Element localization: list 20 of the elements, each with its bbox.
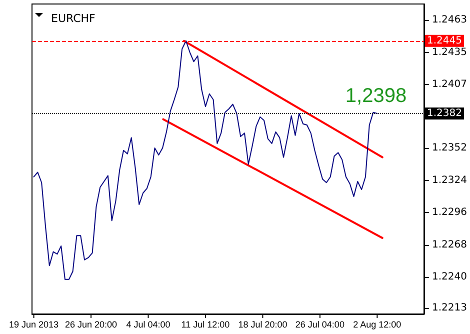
ref-line-label: 1.2382 <box>427 108 462 119</box>
x-tick-label: 19 Jun 2013 <box>9 320 59 330</box>
x-tick-label: 11 Jul 12:00 <box>181 320 230 330</box>
x-tick-label: 26 Jun 20:00 <box>64 320 118 330</box>
y-tick-label: 1.2296 <box>432 207 467 218</box>
y-tick-label: 1.2324 <box>432 174 467 186</box>
y-tick-label: 1.2407 <box>432 79 467 90</box>
ref-line-label: 1.2445 <box>427 35 462 46</box>
y-tick-label: 1.2213 <box>432 302 467 314</box>
y-tick-label: 1.2352 <box>432 142 467 154</box>
x-tick-label: 2 Aug 12:00 <box>353 320 402 330</box>
y-tick-label: 1.2435 <box>432 46 467 58</box>
text: EURCHF <box>51 12 96 25</box>
x-tick-label: 26 Jul 04:00 <box>295 320 344 330</box>
x-tick-label: 18 Jul 20:00 <box>238 320 288 330</box>
annotation: 1,2398 <box>345 85 407 107</box>
y-tick-label: 1.2463 <box>432 14 467 26</box>
y-tick-label: 1.2240 <box>432 272 467 283</box>
y-tick-label: 1.2268 <box>432 239 467 250</box>
x-tick-label: 4 Jul 04:00 <box>126 320 170 330</box>
